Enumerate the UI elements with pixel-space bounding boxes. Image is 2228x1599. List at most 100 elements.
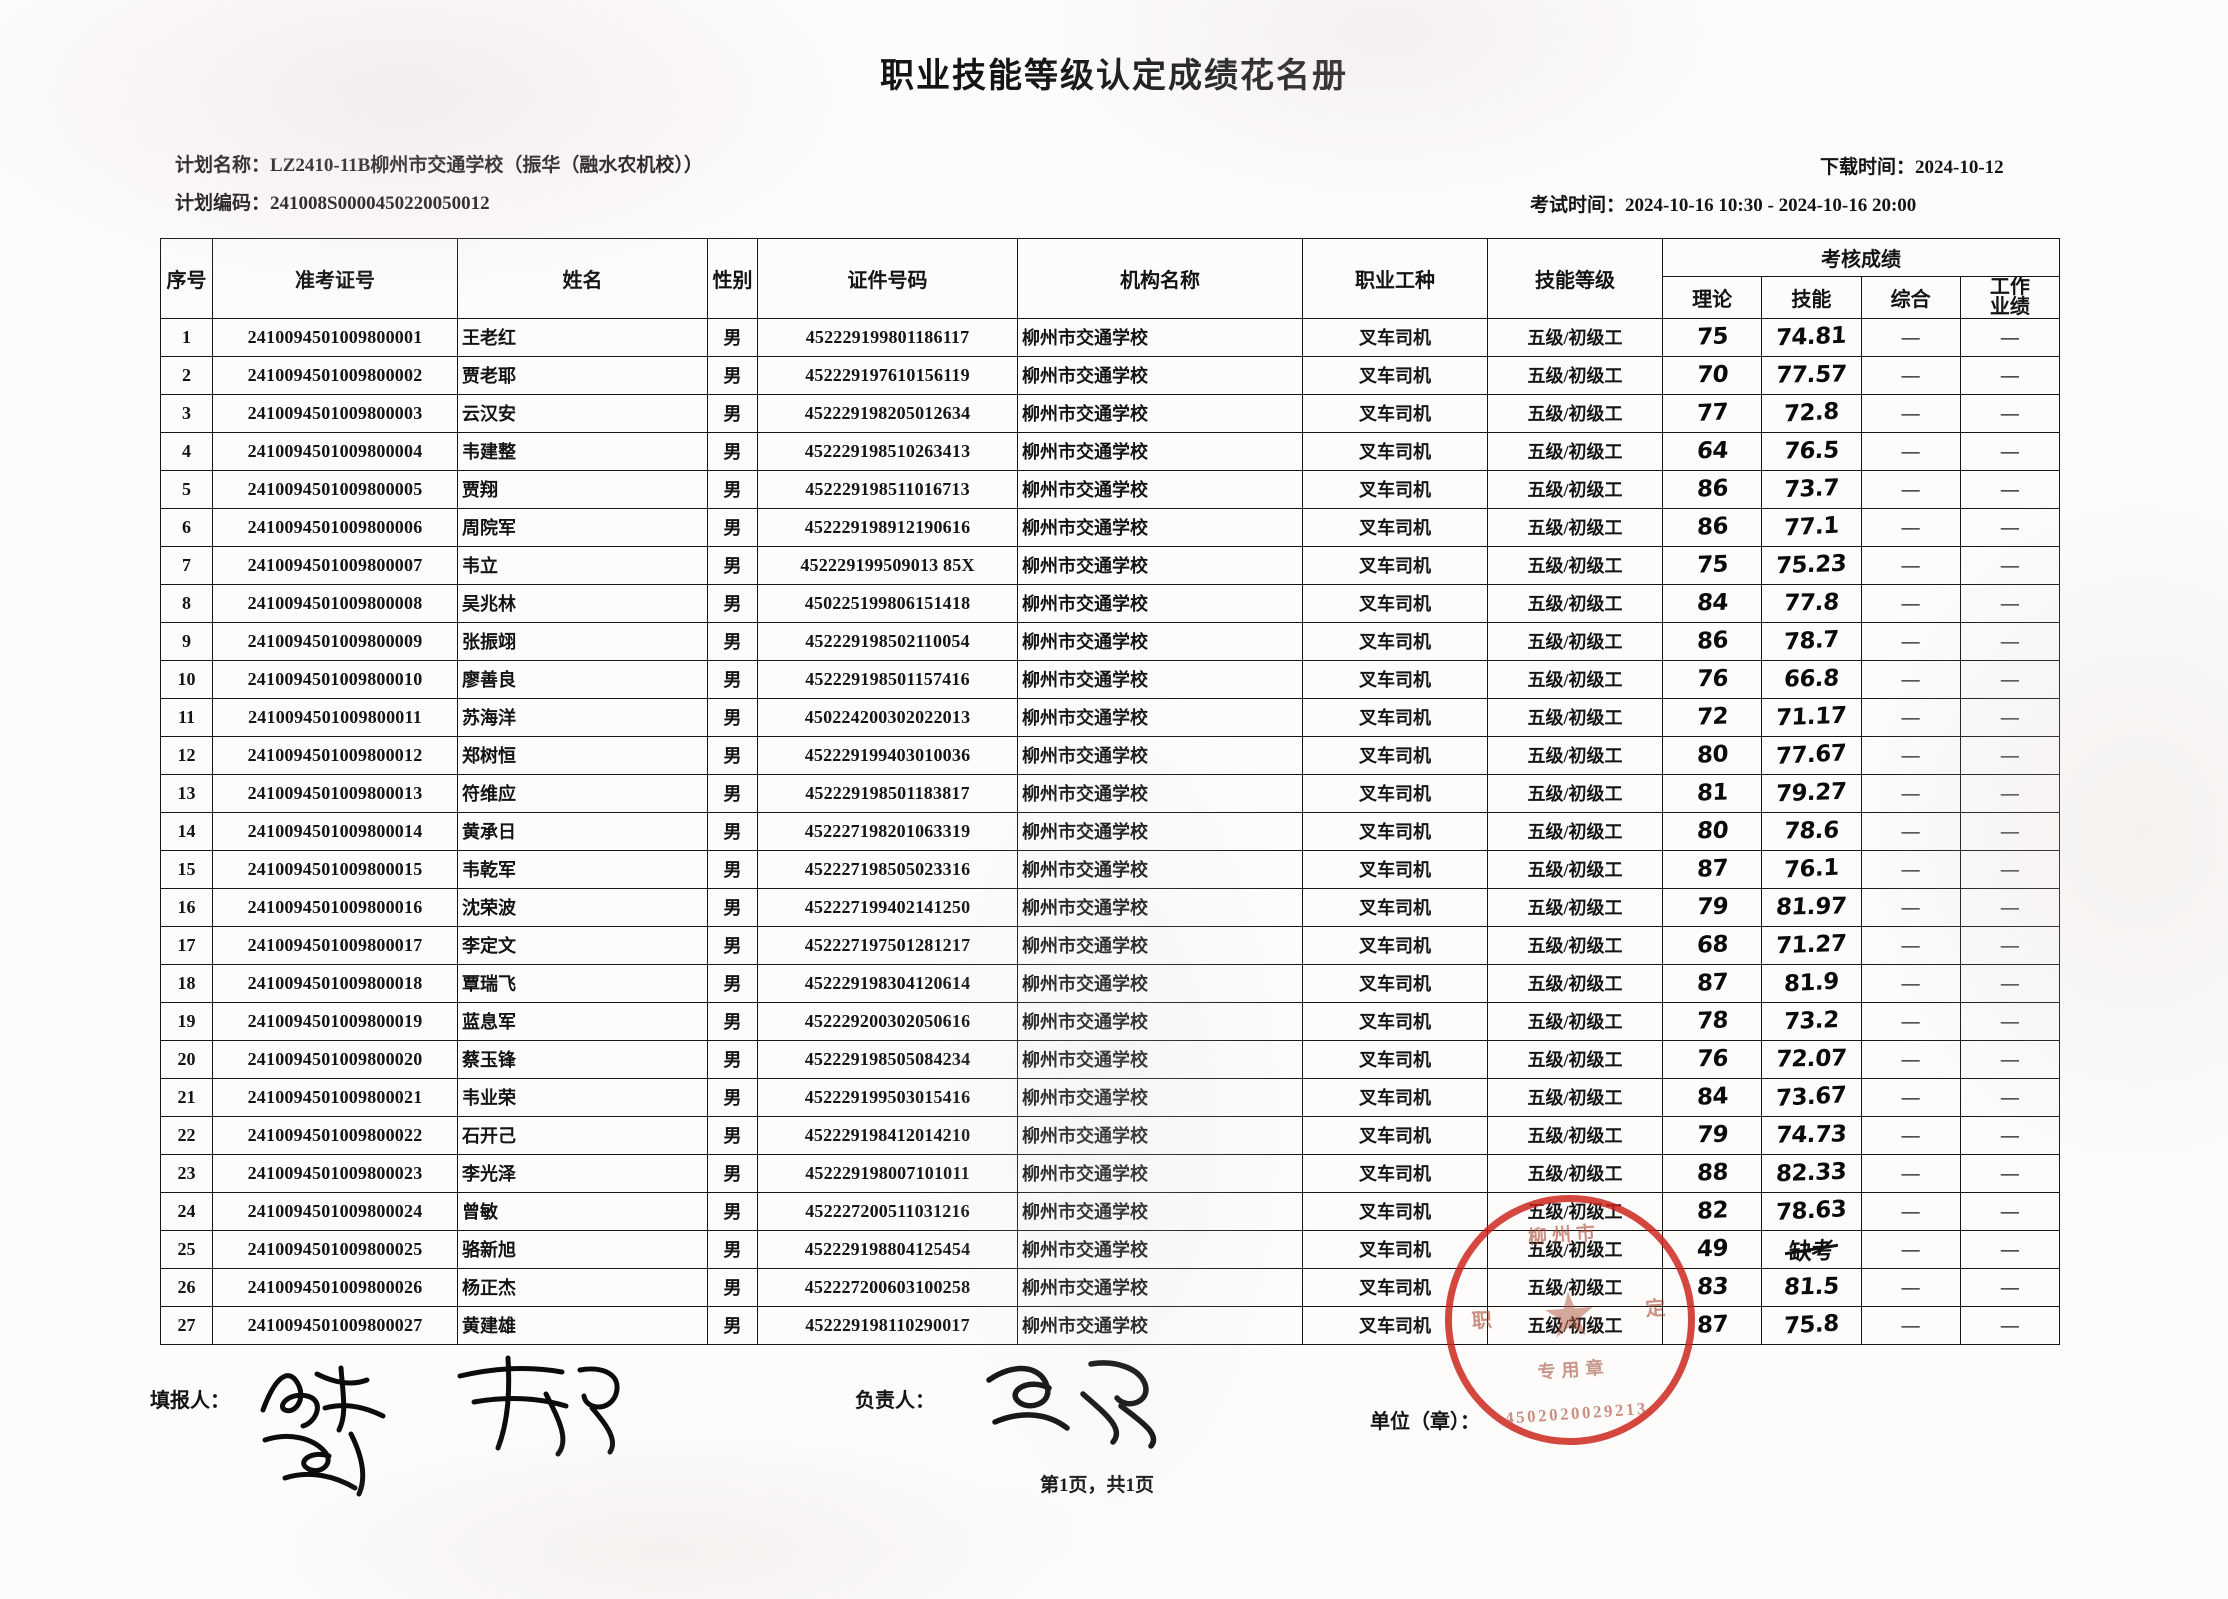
cell-work-performance: — (1959, 317, 2061, 357)
col-header-skill-level: 技能等级 (1487, 238, 1663, 319)
col-header-score-group: 考核成绩 (1662, 238, 2060, 277)
cell-comprehensive: — (1860, 317, 1961, 357)
cell-occupation: 叉车司机 (1302, 621, 1488, 661)
manager-signature (986, 1360, 1157, 1449)
cell-name: 吴兆林 (457, 583, 708, 623)
cell-occupation: 叉车司机 (1302, 1305, 1488, 1345)
cell-skill-level: 五级/初级工 (1487, 507, 1663, 547)
cell-occupation: 叉车司机 (1302, 1191, 1488, 1231)
cell-skill-score-handwriting: 71.27 (1775, 930, 1848, 960)
cell-work-performance: — (1959, 1039, 2061, 1079)
cell-skill-score: 66.8 (1761, 659, 1862, 699)
cell-skill-score-handwriting: 73.7 (1783, 475, 1840, 504)
cell-seq: 10 (160, 659, 213, 699)
cell-seq: 25 (160, 1229, 213, 1269)
cell-exam-no: 2410094501009800006 (212, 507, 458, 547)
cell-exam-no: 2410094501009800023 (212, 1153, 458, 1193)
cell-skill-level: 五级/初级工 (1487, 1115, 1663, 1155)
cell-name: 李定文 (457, 925, 708, 965)
cell-skill-score-handwriting: 73.67 (1776, 1082, 1847, 1113)
cell-theory-score: 86 (1661, 507, 1763, 547)
cell-exam-no: 2410094501009800025 (212, 1229, 458, 1269)
cell-sex: 男 (707, 1229, 758, 1269)
cell-comprehensive: — (1860, 735, 1961, 775)
col-header-institution: 机构名称 (1017, 238, 1303, 319)
cell-sex: 男 (707, 507, 758, 547)
cell-theory-score-handwriting: 80 (1696, 741, 1728, 770)
cell-work-performance: — (1959, 393, 2061, 433)
cell-id-no: 452229198304120614 (757, 963, 1018, 1003)
cell-exam-no: 2410094501009800016 (212, 887, 458, 927)
table-row: 21 2410094501009800021 韦业荣男 452229199503015… (160, 1077, 2061, 1117)
cell-id-no: 452229198501157416 (757, 659, 1018, 699)
cell-id-no: 452229198505084234 (757, 1039, 1018, 1079)
cell-name: 符维应 (457, 773, 708, 813)
col-header-name: 姓名 (457, 238, 708, 319)
cell-comprehensive: — (1860, 811, 1961, 851)
exam-time-value: 2024-10-16 10:30 - 2024-10-16 20:00 (1625, 195, 1917, 216)
cell-theory-score-handwriting: 70 (1695, 361, 1729, 389)
reporter-label: 填报人： (150, 1390, 230, 1412)
cell-skill-score: 缺考 (1761, 1229, 1862, 1269)
cell-occupation: 叉车司机 (1302, 317, 1488, 357)
cell-seq: 2 (160, 355, 213, 395)
cell-comprehensive: — (1860, 583, 1961, 623)
table-row: 26 2410094501009800026 杨正杰男 452227200603100… (160, 1267, 2061, 1307)
page-title: 职业技能等级认定成绩花名册 (880, 58, 1348, 95)
cell-seq: 16 (160, 887, 213, 927)
cell-occupation: 叉车司机 (1302, 1001, 1488, 1041)
cell-sex: 男 (707, 963, 758, 1003)
cell-id-no: 452229198412014210 (757, 1115, 1018, 1155)
cell-theory-score: 75 (1661, 545, 1763, 585)
table-row: 15 2410094501009800015 韦乾军男 452227198505023… (160, 849, 2061, 889)
cell-seq: 19 (160, 1001, 213, 1041)
cell-name: 蔡玉锋 (457, 1039, 708, 1079)
cell-id-no: 452229198510263413 (757, 431, 1018, 471)
cell-occupation: 叉车司机 (1302, 545, 1488, 585)
cell-theory-score-handwriting: 68 (1695, 931, 1729, 959)
cell-seq: 20 (160, 1039, 213, 1079)
cell-seq: 1 (160, 317, 213, 357)
cell-seq: 22 (160, 1115, 213, 1155)
cell-skill-score: 77.8 (1761, 583, 1862, 623)
cell-institution: 柳州市交通学校 (1017, 925, 1303, 965)
cell-name: 贾翔 (457, 469, 708, 509)
cell-exam-no: 2410094501009800002 (212, 355, 458, 395)
header-row-sub: 理论 技能 综合 工作 业绩 (161, 276, 2061, 319)
cell-skill-score: 78.7 (1761, 621, 1862, 661)
cell-seq: 11 (160, 697, 213, 737)
cell-institution: 柳州市交通学校 (1017, 1191, 1303, 1231)
cell-name: 云汉安 (457, 393, 708, 433)
cell-theory-score: 78 (1661, 1001, 1763, 1041)
cell-theory-score-handwriting: 84 (1695, 589, 1729, 617)
cell-skill-score: 71.17 (1761, 697, 1862, 737)
table-row: 11 2410094501009800011 苏海洋男 450224200302022… (160, 697, 2061, 737)
cell-skill-score-handwriting: 77.57 (1775, 361, 1848, 389)
cell-skill-score: 78.63 (1761, 1191, 1862, 1231)
cell-theory-score-handwriting: 77 (1696, 399, 1728, 428)
cell-theory-score-handwriting: 86 (1696, 513, 1728, 542)
table-row: 6 2410094501009800006 周院军男 4522291989121906… (160, 507, 2061, 547)
cell-seq: 23 (160, 1153, 213, 1193)
cell-sex: 男 (707, 1115, 758, 1155)
cell-comprehensive: — (1860, 887, 1961, 927)
cell-skill-score: 73.2 (1761, 1001, 1862, 1041)
cell-theory-score: 81 (1661, 773, 1763, 813)
cell-name: 苏海洋 (457, 697, 708, 737)
cell-skill-level: 五级/初级工 (1487, 887, 1663, 927)
cell-work-performance: — (1959, 431, 2061, 471)
cell-skill-level: 五级/初级工 (1487, 1039, 1663, 1079)
cell-institution: 柳州市交通学校 (1017, 659, 1303, 699)
table-body: 1 2410094501009800001 王老红男 4522291998011861… (160, 317, 2061, 1345)
cell-theory-score-handwriting: 81 (1695, 779, 1729, 807)
cell-sex: 男 (707, 317, 758, 357)
cell-sex: 男 (707, 1153, 758, 1193)
cell-theory-score: 72 (1661, 697, 1763, 737)
cell-name: 曾敏 (457, 1191, 708, 1231)
cell-skill-score-handwriting: 81.97 (1775, 893, 1848, 921)
cell-institution: 柳州市交通学校 (1017, 583, 1303, 623)
cell-occupation: 叉车司机 (1302, 355, 1488, 395)
cell-skill-score-handwriting: 77.1 (1783, 512, 1839, 542)
cell-occupation: 叉车司机 (1302, 773, 1488, 813)
cell-sex: 男 (707, 887, 758, 927)
